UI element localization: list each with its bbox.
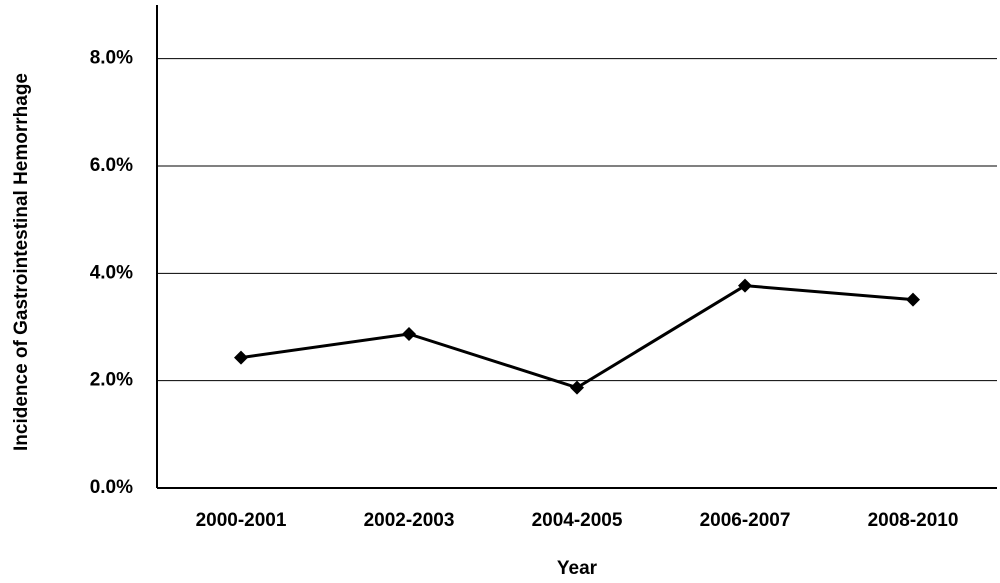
x-tick-label: 2008-2010 <box>868 510 959 531</box>
y-tick-label: 8.0% <box>90 48 133 69</box>
y-tick-label: 2.0% <box>90 370 133 391</box>
x-tick-label: 2006-2007 <box>700 510 791 531</box>
y-axis-title: Incidence of Gastrointestinal Hemorrhage <box>11 73 32 451</box>
x-tick-label: 2002-2003 <box>364 510 455 531</box>
y-tick-label: 0.0% <box>90 477 133 498</box>
data-marker <box>402 326 416 341</box>
x-tick-label: 2000-2001 <box>196 510 287 531</box>
x-axis-title: Year <box>557 558 598 579</box>
y-tick-label: 6.0% <box>90 155 133 176</box>
data-marker <box>738 278 752 293</box>
x-tick-label: 2004-2005 <box>532 510 623 531</box>
data-line <box>240 284 914 390</box>
data-marker <box>906 292 920 307</box>
data-marker <box>570 380 584 395</box>
y-tick-label: 4.0% <box>90 262 133 283</box>
data-marker <box>234 350 248 365</box>
